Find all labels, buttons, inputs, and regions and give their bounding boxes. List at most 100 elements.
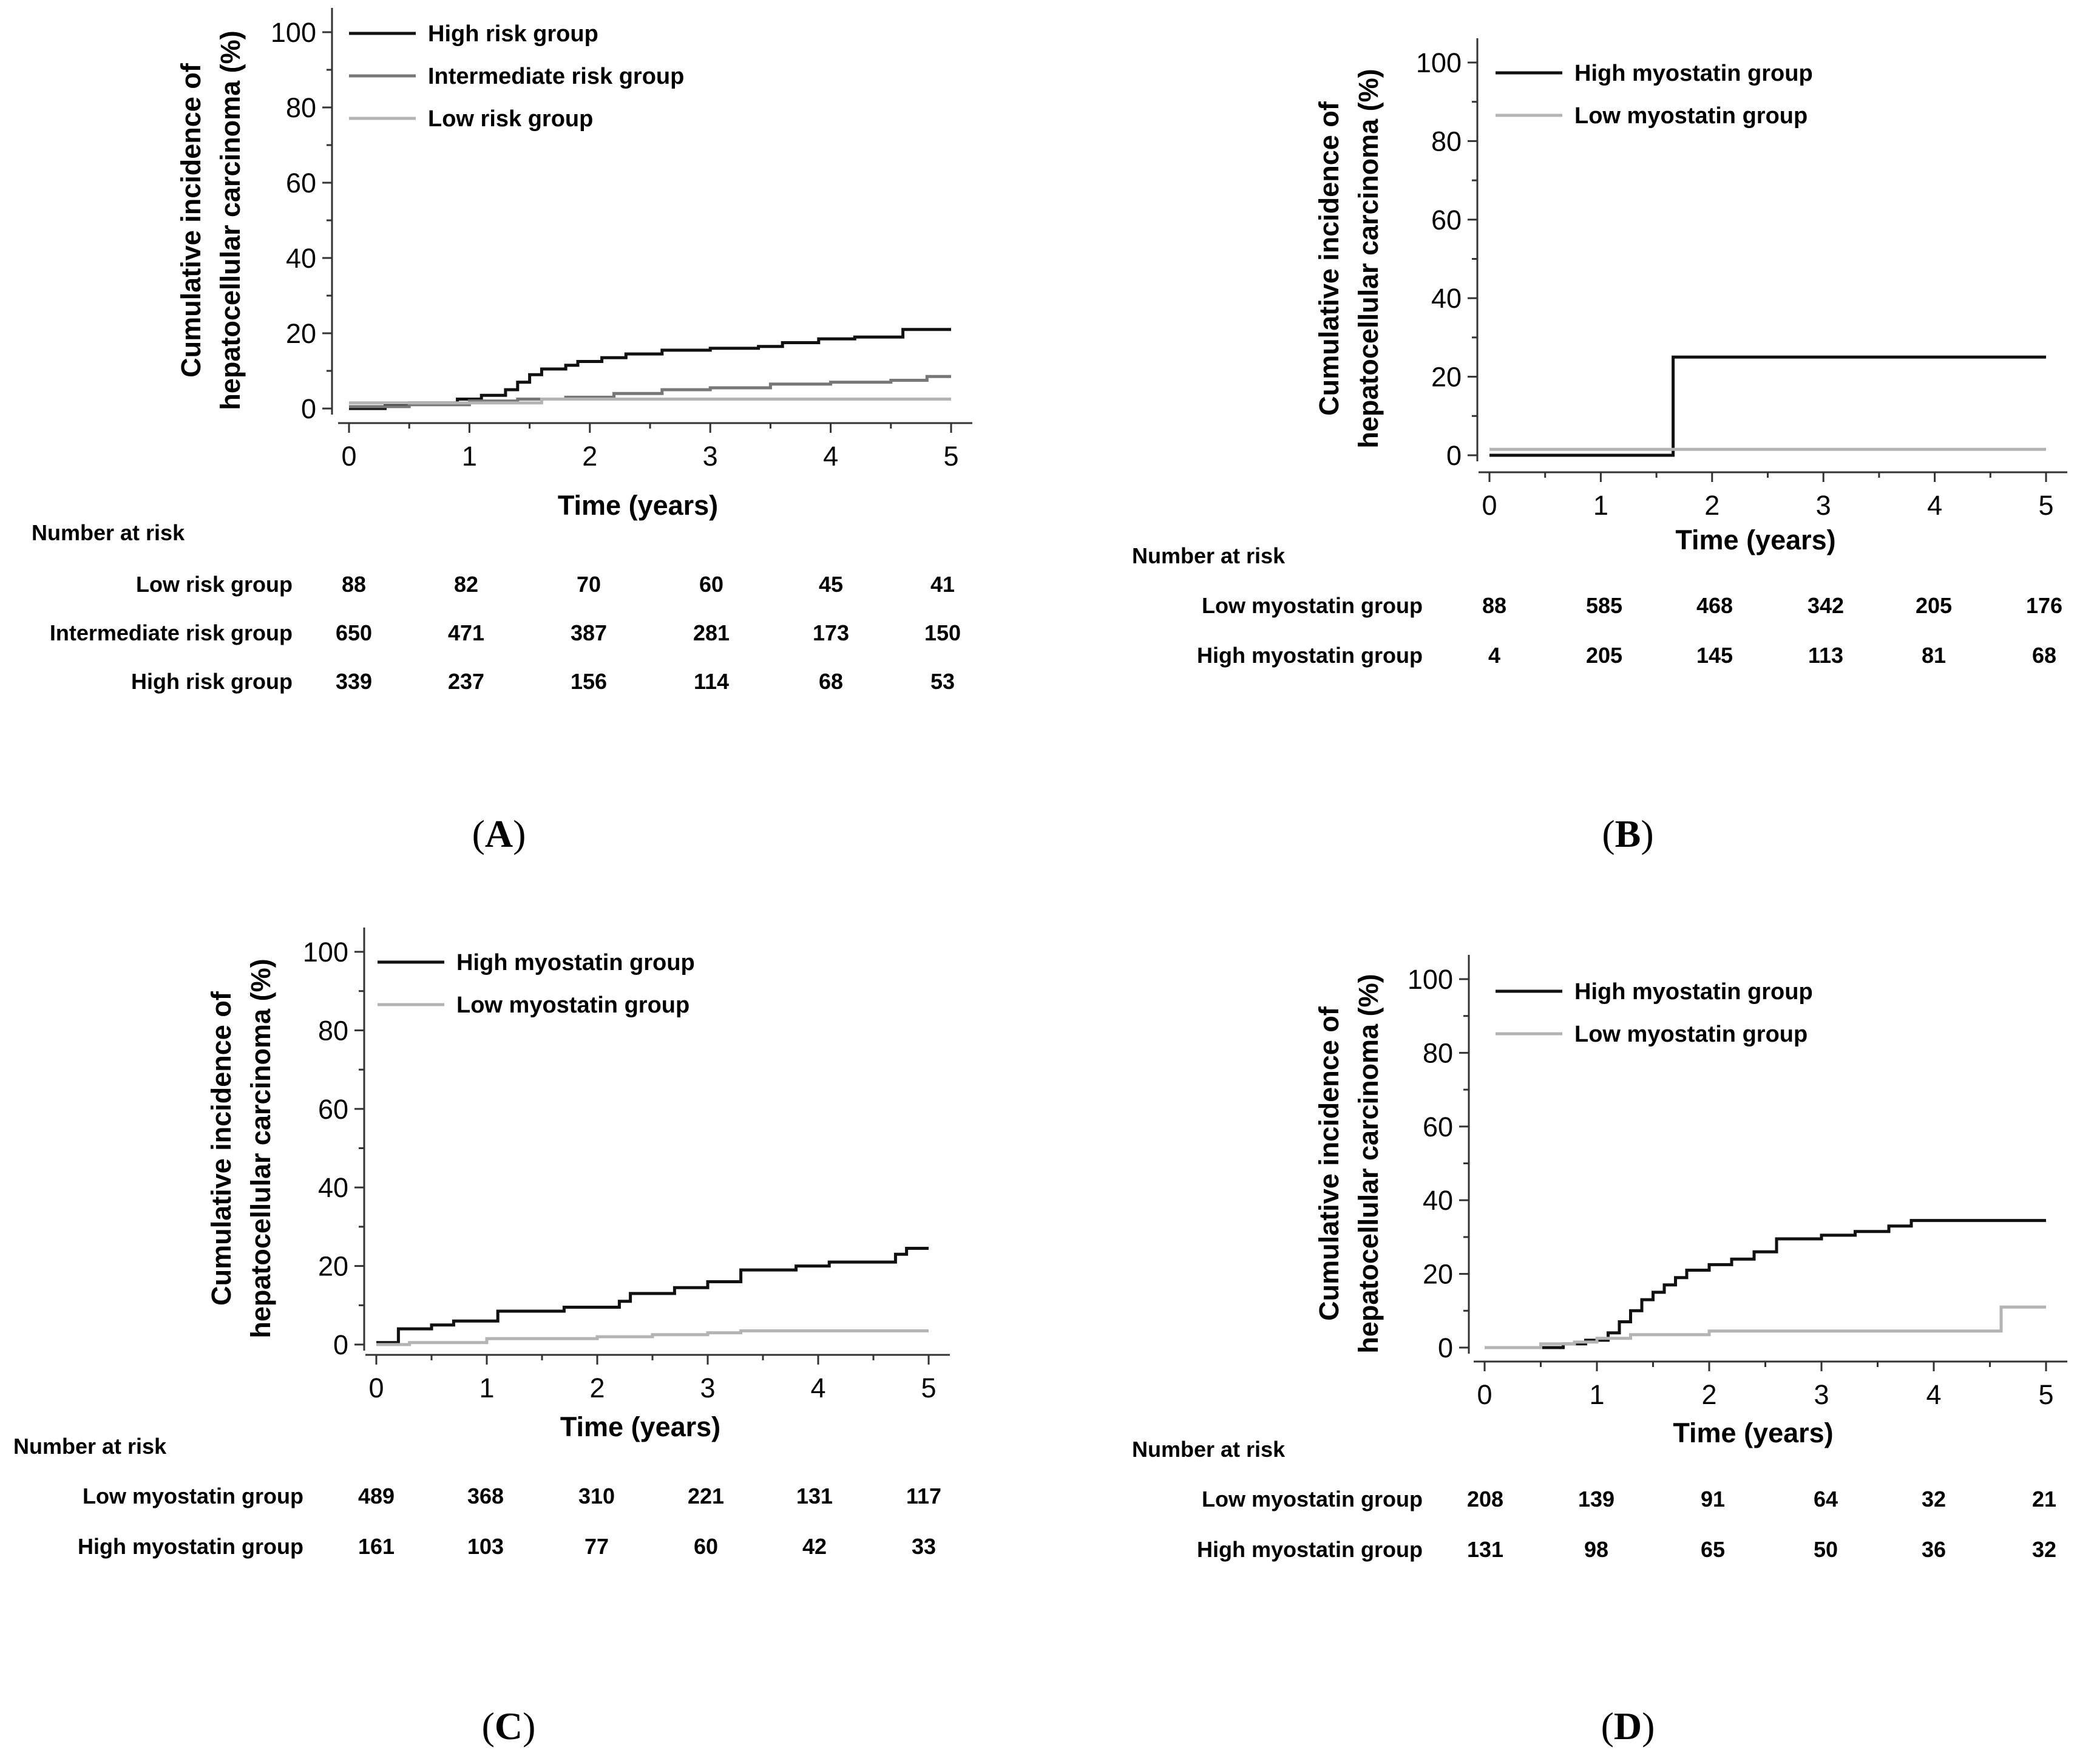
risk-cell: 91 bbox=[1701, 1487, 1725, 1511]
y-tick-label: 0 bbox=[301, 393, 316, 424]
x-tick-label: 5 bbox=[2038, 490, 2053, 521]
risk-cell: 468 bbox=[1696, 593, 1733, 618]
y-tick-label: 40 bbox=[1431, 283, 1462, 314]
legend-label: Intermediate risk group bbox=[428, 64, 684, 89]
y-tick-label: 20 bbox=[1431, 362, 1462, 393]
x-tick-label: 3 bbox=[700, 1372, 715, 1403]
x-tick-label: 2 bbox=[1704, 490, 1720, 521]
x-tick-label: 4 bbox=[823, 441, 838, 472]
y-axis-title-line: hepatocellular carcinoma (%) bbox=[1353, 974, 1384, 1353]
x-tick-label: 5 bbox=[2038, 1379, 2053, 1410]
x-tick-label: 5 bbox=[921, 1372, 936, 1403]
series-line-high-myostatin-group bbox=[376, 1247, 929, 1345]
y-tick-label: 100 bbox=[1408, 964, 1453, 995]
x-tick-label: 0 bbox=[368, 1372, 384, 1403]
y-axis-title-line: hepatocellular carcinoma (%) bbox=[245, 958, 276, 1338]
risk-cell: 60 bbox=[699, 572, 723, 597]
risk-cell: 208 bbox=[1467, 1487, 1503, 1511]
risk-cell: 53 bbox=[930, 669, 955, 694]
series-line-low-myostatin-group bbox=[376, 1329, 929, 1346]
x-tick-label: 1 bbox=[1589, 1379, 1604, 1410]
panel-caption: (A) bbox=[472, 812, 526, 855]
x-axis-title: Time (years) bbox=[1673, 1417, 1833, 1448]
risk-cell: 82 bbox=[454, 572, 478, 597]
panel-c: 0 20 40 60 80 100 0 1 2 3 4 5 Time (years) Cumulative… bbox=[13, 928, 950, 1748]
legend-label: High risk group bbox=[428, 21, 598, 47]
y-tick-label: 60 bbox=[286, 168, 316, 198]
x-tick-label: 4 bbox=[1926, 1379, 1941, 1410]
y-tick-label: 40 bbox=[286, 243, 316, 274]
panel-caption: (B) bbox=[1602, 812, 1653, 855]
risk-table-title: Number at risk bbox=[1132, 1437, 1286, 1462]
y-tick-label: 20 bbox=[318, 1251, 348, 1282]
x-tick-label: 4 bbox=[810, 1372, 825, 1403]
risk-cell: 42 bbox=[802, 1534, 827, 1559]
x-axis-title: Time (years) bbox=[560, 1411, 720, 1442]
risk-row-label: Low myostatin group bbox=[1202, 593, 1423, 618]
risk-cell: 339 bbox=[336, 669, 372, 694]
risk-table-title: Number at risk bbox=[1132, 543, 1286, 568]
risk-cell: 205 bbox=[1586, 643, 1622, 668]
x-tick-label: 0 bbox=[1477, 1379, 1492, 1410]
risk-cell: 21 bbox=[2032, 1487, 2056, 1511]
risk-cell: 342 bbox=[1808, 593, 1844, 618]
y-tick-label: 100 bbox=[303, 937, 348, 968]
legend-label: High myostatin group bbox=[456, 950, 695, 975]
legend-label: High myostatin group bbox=[1574, 61, 1813, 86]
panel-caption: (C) bbox=[482, 1705, 536, 1748]
x-tick-label: 5 bbox=[943, 441, 958, 472]
y-axis-title-line: Cumulative incidence of bbox=[175, 63, 206, 378]
risk-cell: 50 bbox=[1814, 1537, 1838, 1562]
risk-cell: 81 bbox=[1922, 643, 1946, 668]
legend-label: Low myostatin group bbox=[456, 992, 690, 1018]
y-tick-label: 100 bbox=[271, 17, 316, 48]
y-axis-title-line: hepatocellular carcinoma (%) bbox=[1353, 69, 1384, 448]
risk-cell: 60 bbox=[694, 1534, 718, 1559]
risk-cell: 176 bbox=[2026, 593, 2062, 618]
y-axis-title-line: Cumulative incidence of bbox=[1313, 101, 1344, 416]
risk-cell: 368 bbox=[467, 1484, 504, 1508]
risk-cell: 32 bbox=[1922, 1487, 1946, 1511]
legend-label: High myostatin group bbox=[1574, 979, 1813, 1005]
x-tick-label: 0 bbox=[341, 441, 356, 472]
series-line-high-risk-group bbox=[349, 328, 951, 410]
risk-table-title: Number at risk bbox=[32, 520, 185, 545]
x-tick-label: 2 bbox=[582, 441, 597, 472]
risk-row-label: High myostatin group bbox=[78, 1534, 303, 1559]
y-tick-label: 80 bbox=[318, 1015, 348, 1046]
risk-cell: 650 bbox=[336, 620, 372, 645]
risk-row-label: Low myostatin group bbox=[83, 1484, 303, 1508]
series-line-low-risk-group bbox=[349, 398, 951, 405]
risk-cell: 161 bbox=[358, 1534, 395, 1559]
y-axis-title-line: Cumulative incidence of bbox=[1313, 1006, 1344, 1321]
risk-cell: 36 bbox=[1922, 1537, 1946, 1562]
risk-cell: 64 bbox=[1814, 1487, 1838, 1511]
risk-cell: 88 bbox=[1482, 593, 1506, 618]
risk-cell: 387 bbox=[571, 620, 607, 645]
y-tick-label: 60 bbox=[318, 1094, 348, 1125]
panel-d: 0 20 40 60 80 100 0 1 2 3 4 5 Time (years) Cumulative… bbox=[1132, 955, 2067, 1748]
risk-cell: 173 bbox=[813, 620, 849, 645]
risk-row-label: High myostatin group bbox=[1197, 643, 1423, 668]
risk-cell: 70 bbox=[577, 572, 601, 597]
risk-cell: 113 bbox=[1808, 643, 1843, 668]
x-tick-label: 3 bbox=[1814, 1379, 1829, 1410]
risk-cell: 103 bbox=[467, 1534, 504, 1559]
legend-label: Low myostatin group bbox=[1574, 1022, 1808, 1047]
series-line-high-myostatin-group bbox=[1485, 1219, 2046, 1349]
x-axis-title: Time (years) bbox=[558, 490, 718, 521]
y-tick-label: 80 bbox=[286, 92, 316, 123]
y-tick-label: 0 bbox=[1446, 440, 1462, 471]
risk-cell: 41 bbox=[930, 572, 955, 597]
risk-row-label: Low risk group bbox=[136, 572, 293, 597]
series-line-low-myostatin-group bbox=[1485, 1305, 2046, 1349]
risk-cell: 156 bbox=[571, 669, 607, 694]
y-tick-label: 0 bbox=[1438, 1332, 1453, 1363]
risk-row-label: High risk group bbox=[131, 669, 293, 694]
x-tick-label: 0 bbox=[1482, 490, 1497, 521]
risk-cell: 65 bbox=[1701, 1537, 1725, 1562]
risk-cell: 489 bbox=[358, 1484, 395, 1508]
risk-cell: 131 bbox=[796, 1484, 833, 1508]
y-axis-title-line: Cumulative incidence of bbox=[206, 991, 237, 1306]
